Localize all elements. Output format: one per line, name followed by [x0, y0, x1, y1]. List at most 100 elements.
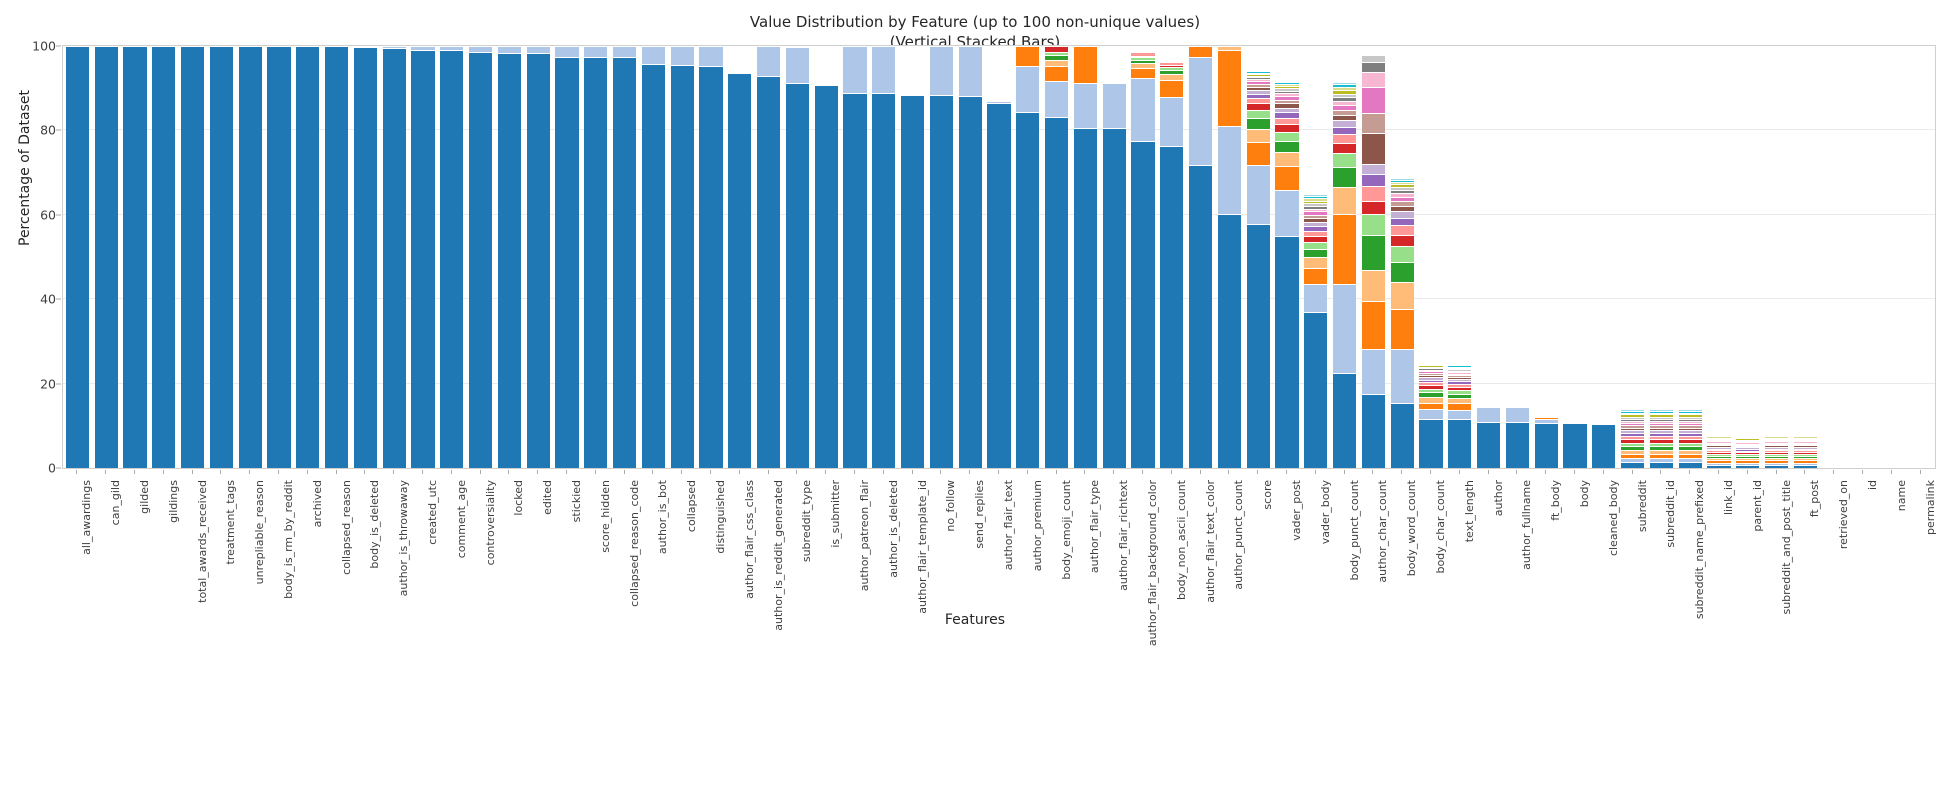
bar-subreddit_id[interactable]: [1649, 409, 1673, 468]
bar-author_flair_background_color[interactable]: [1131, 51, 1155, 468]
bar-author[interactable]: [1477, 406, 1501, 468]
bar-body_char_count[interactable]: [1419, 361, 1443, 468]
bar-author_char_count[interactable]: [1361, 55, 1385, 468]
x-tick-mark: [1516, 470, 1518, 474]
bar-author_flair_template_id[interactable]: [901, 93, 925, 468]
bar-segment: [1160, 69, 1184, 74]
bar-text_length[interactable]: [1448, 364, 1472, 468]
bar-controversiality[interactable]: [469, 46, 493, 468]
bar-all_awardings[interactable]: [65, 46, 89, 468]
bar-author_patreon_flair[interactable]: [843, 46, 867, 468]
bar-cleaned_body[interactable]: [1592, 423, 1616, 468]
x-tick-label-author_is_deleted: author_is_deleted: [887, 480, 900, 578]
bar-author_premium[interactable]: [1016, 46, 1040, 468]
x-tick-label-author_premium: author_premium: [1031, 480, 1044, 571]
bar-edited[interactable]: [526, 46, 550, 468]
bar-body_word_count[interactable]: [1390, 177, 1414, 468]
bar-segment: [1649, 409, 1673, 412]
bar-segment: [1131, 78, 1155, 141]
bar-segment: [1333, 120, 1357, 127]
bar-author_is_bot[interactable]: [641, 46, 665, 468]
bar-segment: [1361, 235, 1385, 271]
bar-segment: [1621, 425, 1645, 428]
bar-total_awards_received[interactable]: [181, 46, 205, 468]
bar-segment: [901, 93, 925, 95]
bar-score_hidden[interactable]: [584, 46, 608, 468]
bar-link_id[interactable]: [1707, 434, 1731, 468]
bar-collapsed_reason[interactable]: [325, 46, 349, 468]
bar-segment: [1246, 98, 1270, 104]
bar-treatment_tags[interactable]: [209, 46, 233, 468]
bar-segment: [181, 46, 205, 468]
bar-ft_body[interactable]: [1534, 416, 1558, 468]
bar-segment: [1333, 372, 1357, 468]
bar-segment: [1765, 437, 1789, 439]
bar-segment: [1649, 427, 1673, 431]
bar-author_flair_text[interactable]: [987, 100, 1011, 468]
bar-body_emoji_count[interactable]: [1045, 46, 1069, 468]
bar-collapsed[interactable]: [670, 46, 694, 468]
bar-ft_post[interactable]: [1793, 434, 1817, 468]
bar-segment: [325, 46, 349, 468]
bar-body_is_deleted[interactable]: [353, 46, 377, 468]
bar-subreddit[interactable]: [1621, 409, 1645, 468]
bar-body_is_rm_by_reddit[interactable]: [267, 46, 291, 468]
x-tick-label-text: subreddit_id: [1664, 480, 1678, 548]
x-tick-mark: [105, 470, 107, 474]
x-tick-label-text: id: [1866, 480, 1879, 491]
bar-segment: [1736, 439, 1760, 441]
bar-gildings[interactable]: [152, 46, 176, 468]
x-tick-label-text: is_submitter: [829, 480, 843, 548]
bar-segment: [1448, 397, 1472, 404]
bar-segment: [1419, 371, 1443, 374]
bar-unrepliable_reason[interactable]: [238, 46, 262, 468]
bar-locked[interactable]: [497, 46, 521, 468]
x-tick-label-author_flair_text: author_flair_text: [1002, 480, 1015, 570]
bar-author_punct_count[interactable]: [1217, 46, 1241, 468]
bar-body_non_ascii_count[interactable]: [1160, 61, 1184, 468]
bar-segment: [1707, 434, 1731, 436]
x-tick-mark: [1343, 470, 1345, 474]
bar-send_replies[interactable]: [958, 46, 982, 468]
bar-segment: [1621, 446, 1645, 450]
x-tick-mark: [767, 470, 769, 474]
bar-can_gild[interactable]: [94, 46, 118, 468]
bar-gilded[interactable]: [123, 46, 147, 468]
x-tick-label-body_emoji_count: body_emoji_count: [1060, 480, 1073, 580]
bar-stickied[interactable]: [555, 46, 579, 468]
bar-subreddit_and_post_title[interactable]: [1765, 434, 1789, 468]
bar-is_submitter[interactable]: [814, 83, 838, 468]
bar-author_fullname[interactable]: [1505, 406, 1529, 468]
bar-body_punct_count[interactable]: [1333, 81, 1357, 468]
x-tick-label-author: author: [1492, 480, 1505, 516]
bar-author_flair_type[interactable]: [1073, 46, 1097, 468]
bar-segment: [1448, 373, 1472, 376]
bar-author_flair_text_color[interactable]: [1189, 46, 1213, 468]
bar-author_is_reddit_generated[interactable]: [757, 46, 781, 468]
bar-created_utc[interactable]: [411, 46, 435, 468]
bar-subreddit_type[interactable]: [785, 46, 809, 468]
bar-author_is_throwaway[interactable]: [382, 46, 406, 468]
bar-comment_age[interactable]: [440, 46, 464, 468]
bar-author_is_deleted[interactable]: [872, 46, 896, 468]
bar-segment: [1448, 403, 1472, 411]
bar-collapsed_reason_code[interactable]: [613, 46, 637, 468]
bar-subreddit_name_prefixed[interactable]: [1678, 409, 1702, 468]
x-tick-label-body_non_ascii_count: body_non_ascii_count: [1175, 480, 1188, 600]
bar-distinguished[interactable]: [699, 46, 723, 468]
x-tick-label-text: author_fullname: [1520, 480, 1534, 570]
bar-segment: [1275, 124, 1299, 132]
bar-author_flair_css_class[interactable]: [728, 71, 752, 468]
bar-segment: [1707, 457, 1731, 460]
bar-segment: [1678, 442, 1702, 447]
bar-body[interactable]: [1563, 423, 1587, 468]
bar-archived[interactable]: [296, 46, 320, 468]
bar-segment: [1419, 368, 1443, 370]
x-tick-label-text: link_id: [1722, 480, 1735, 515]
bar-parent_id[interactable]: [1736, 435, 1760, 468]
bar-author_flair_richtext[interactable]: [1102, 83, 1126, 468]
bar-score[interactable]: [1246, 71, 1270, 468]
bar-vader_body[interactable]: [1304, 194, 1328, 468]
bar-no_follow[interactable]: [929, 46, 953, 468]
bar-vader_post[interactable]: [1275, 80, 1299, 468]
